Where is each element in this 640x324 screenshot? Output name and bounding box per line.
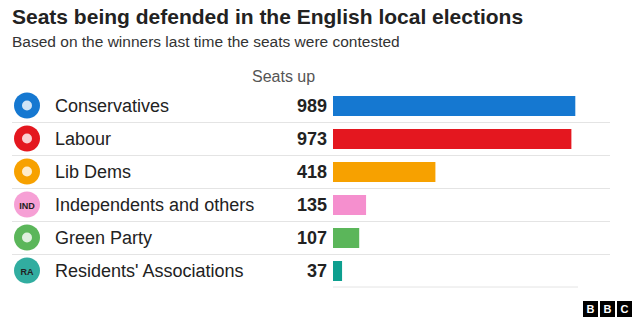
svg-text:Lib Dems: Lib Dems	[55, 162, 131, 182]
svg-text:989: 989	[297, 96, 327, 116]
svg-text:Residents' Associations: Residents' Associations	[55, 261, 244, 281]
svg-text:Green Party: Green Party	[55, 228, 152, 248]
html-text:B: B	[603, 303, 612, 315]
html-text:Based on the winners last time: Based on the winners last time the seats…	[12, 33, 400, 50]
svg-text:IND: IND	[19, 201, 35, 211]
svg-text:RA: RA	[21, 267, 34, 277]
svg-text:Conservatives: Conservatives	[55, 96, 169, 116]
svg-text:Labour: Labour	[55, 129, 111, 149]
svg-text:37: 37	[307, 261, 327, 281]
svg-text:973: 973	[297, 129, 327, 149]
svg-text:Independents and others: Independents and others	[55, 195, 254, 215]
svg-text:135: 135	[297, 195, 327, 215]
html-text:Seats up: Seats up	[252, 68, 316, 85]
svg-text:418: 418	[297, 162, 327, 182]
html-text:Seats being defended in the En: Seats being defended in the English loca…	[12, 5, 524, 28]
html-text:B: B	[586, 303, 595, 315]
html-text:C: C	[620, 303, 629, 315]
svg-text:107: 107	[297, 228, 327, 248]
